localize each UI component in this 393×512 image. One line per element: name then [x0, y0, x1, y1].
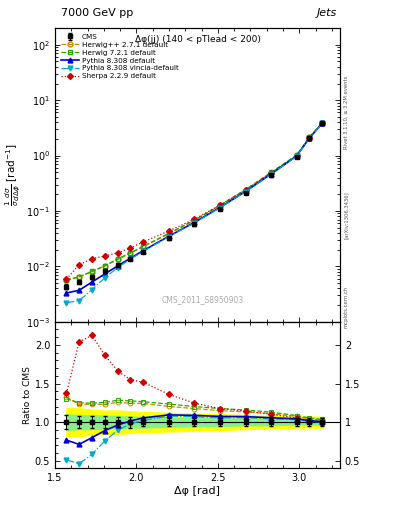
- X-axis label: Δφ [rad]: Δφ [rad]: [174, 486, 220, 496]
- Y-axis label: Ratio to CMS: Ratio to CMS: [23, 366, 32, 424]
- Text: [arXiv:1306.3436]: [arXiv:1306.3436]: [344, 191, 349, 239]
- Legend: CMS, Herwig++ 2.7.1 default, Herwig 7.2.1 default, Pythia 8.308 default, Pythia : CMS, Herwig++ 2.7.1 default, Herwig 7.2.…: [59, 32, 181, 81]
- Text: 7000 GeV pp: 7000 GeV pp: [61, 8, 133, 18]
- Text: Δφ(jj) (140 < pTlead < 200): Δφ(jj) (140 < pTlead < 200): [134, 35, 261, 45]
- Y-axis label: $\frac{1}{\sigma}\frac{d\sigma}{d\Delta\phi}$ [rad$^{-1}$]: $\frac{1}{\sigma}\frac{d\sigma}{d\Delta\…: [4, 144, 24, 206]
- Text: mcplots.cern.ch: mcplots.cern.ch: [344, 286, 349, 328]
- Text: Jets: Jets: [317, 8, 337, 18]
- Text: Rivet 3.1.10, ≥ 3.2M events: Rivet 3.1.10, ≥ 3.2M events: [344, 76, 349, 150]
- Text: CMS_2011_S8950903: CMS_2011_S8950903: [162, 295, 244, 304]
